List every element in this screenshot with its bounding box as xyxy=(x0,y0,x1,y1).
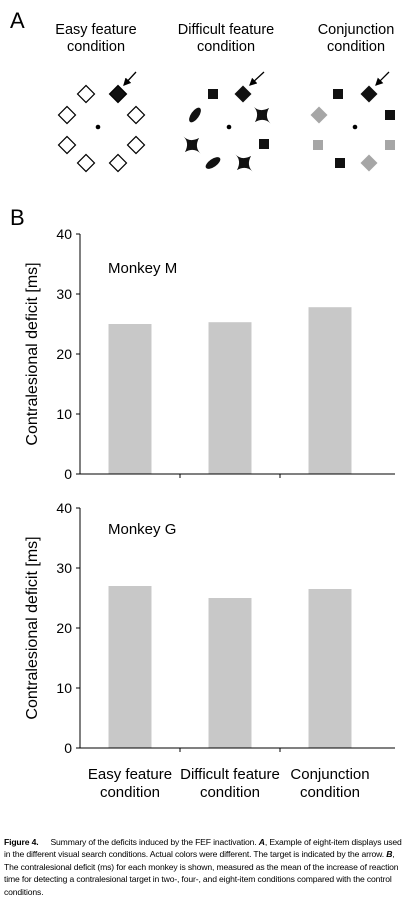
target-arrow xyxy=(375,71,390,86)
distractor-square xyxy=(259,139,269,149)
y-tick-label: 40 xyxy=(56,500,72,516)
monkey-annotation: Monkey G xyxy=(108,521,176,538)
y-axis-title: Contralesional deficit [ms] xyxy=(24,262,41,445)
chart-bar xyxy=(308,307,352,474)
y-tick-label: 30 xyxy=(56,560,72,576)
target-arrow xyxy=(249,71,265,86)
distractor-square xyxy=(385,140,395,150)
distractor-diamond xyxy=(108,153,128,173)
x-tick-label: Difficult feature xyxy=(180,766,280,783)
title-line: condition xyxy=(196,39,256,55)
condition-title-easy: Easy feature condition xyxy=(36,22,156,56)
y-axis-title: Contralesional deficit [ms] xyxy=(24,536,41,719)
distractor-diamond xyxy=(126,135,146,155)
distractor-square xyxy=(208,89,218,99)
title-line: condition xyxy=(66,39,126,55)
title-line: Conjunction xyxy=(317,22,395,38)
fixation-dot xyxy=(226,124,232,130)
target-diamond xyxy=(108,84,128,104)
chart-bar xyxy=(108,324,152,474)
bar-charts: 0 10 20 30 40 Monkey M Contralesional deficit … xyxy=(24,226,395,801)
distractor-square xyxy=(335,158,345,168)
x-tick-label: condition xyxy=(200,784,260,801)
distractor-diamond xyxy=(126,105,146,125)
panel-b-letter: B xyxy=(10,205,25,230)
figure-caption: Figure 4. Summary of the deficits induced… xyxy=(4,836,402,898)
y-tick-label: 10 xyxy=(56,406,72,422)
distractor-star xyxy=(253,106,271,124)
distractor-square xyxy=(313,140,323,150)
y-tick-label: 40 xyxy=(56,226,72,242)
chart-bar xyxy=(208,322,252,474)
distractor-star xyxy=(183,136,201,154)
y-tick-label: 30 xyxy=(56,286,72,302)
distractor-diamond xyxy=(76,153,96,173)
search-displays xyxy=(57,71,395,173)
chart-bar xyxy=(308,589,352,748)
fixation-dot xyxy=(352,124,358,130)
x-tick-label: Conjunction xyxy=(290,766,369,783)
x-tick-label: Easy feature xyxy=(88,766,172,783)
caption-text: , Example of eight-item displays used in… xyxy=(4,837,402,860)
fixation-dot xyxy=(95,124,101,130)
condition-title-difficult: Difficult feature condition xyxy=(166,22,286,56)
monkey-annotation: Monkey M xyxy=(108,260,177,277)
distractor-square xyxy=(385,110,395,120)
caption-ref-a: A xyxy=(258,837,265,847)
y-tick-label: 0 xyxy=(64,740,72,756)
y-tick-label: 20 xyxy=(56,346,72,362)
y-tick-label: 10 xyxy=(56,680,72,696)
chart-bar xyxy=(208,598,252,748)
y-tick-label: 20 xyxy=(56,620,72,636)
distractor-diamond xyxy=(76,84,96,104)
title-line: Easy feature xyxy=(55,22,137,38)
distractor-square xyxy=(333,89,343,99)
distractor-diamond xyxy=(57,105,77,125)
distractor-ellipse xyxy=(205,157,221,169)
y-tick-label: 0 xyxy=(64,466,72,482)
caption-text: Summary of the deficits induced by the F… xyxy=(50,837,259,847)
distractor-star xyxy=(235,154,253,172)
title-line: Difficult feature xyxy=(177,22,275,38)
panel-a-letter: A xyxy=(10,8,25,33)
caption-label: Figure 4. xyxy=(4,837,39,847)
caption-ref-b: B xyxy=(386,849,393,860)
x-tick-label: condition xyxy=(300,784,360,801)
distractor-ellipse xyxy=(189,107,201,123)
x-tick-label: condition xyxy=(100,784,160,801)
distractor-diamond xyxy=(57,135,77,155)
easy-display xyxy=(57,71,146,173)
condition-title-conjunction: Conjunction condition xyxy=(296,22,407,56)
title-line: condition xyxy=(326,39,386,55)
caption-text: , The contralesional deficit (ms) for ea… xyxy=(4,849,399,897)
target-arrow xyxy=(123,71,137,86)
chart-bar xyxy=(108,586,152,748)
